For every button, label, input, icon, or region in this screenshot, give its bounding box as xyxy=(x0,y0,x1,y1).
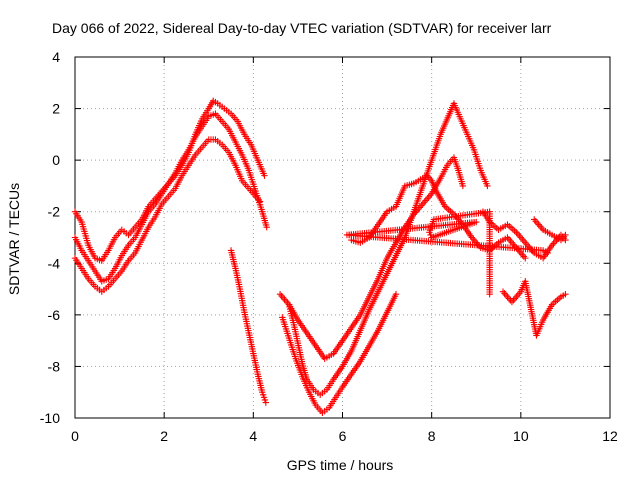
x-tick-label: 10 xyxy=(513,428,529,444)
y-tick-label: -4 xyxy=(48,255,61,271)
x-tick-label: 0 xyxy=(71,428,79,444)
y-tick-label: -2 xyxy=(48,204,61,220)
series xyxy=(479,208,569,262)
y-tick-label: -6 xyxy=(48,307,61,323)
data-point xyxy=(484,182,491,190)
data-series xyxy=(71,97,569,417)
y-tick-labels: -10 -8 -6 -4 -2 0 2 4 xyxy=(40,49,60,426)
data-point xyxy=(256,198,264,205)
data-point xyxy=(522,254,529,262)
data-point xyxy=(392,291,400,298)
y-tick-label: 2 xyxy=(52,101,60,117)
x-tick-labels: 0 2 4 6 8 10 12 xyxy=(71,428,618,444)
y-tick-label: 0 xyxy=(52,152,60,168)
x-tick-label: 8 xyxy=(428,428,436,444)
data-point xyxy=(261,172,268,179)
x-tick-label: 4 xyxy=(249,428,257,444)
y-axis-label: SDTVAR / TECUs xyxy=(6,183,22,295)
y-tick-label: 4 xyxy=(52,49,60,65)
data-point xyxy=(459,182,467,190)
data-point xyxy=(544,249,551,257)
series xyxy=(343,208,551,298)
x-tick-label: 6 xyxy=(339,428,347,444)
series xyxy=(276,154,467,362)
x-tick-label: 12 xyxy=(602,428,618,444)
series xyxy=(279,291,400,417)
data-point xyxy=(562,291,569,298)
x-axis-label: GPS time / hours xyxy=(287,457,394,473)
y-tick-label: -10 xyxy=(40,410,60,426)
series xyxy=(499,278,569,339)
data-point xyxy=(263,223,270,231)
x-tick-label: 2 xyxy=(160,428,168,444)
chart-title: Day 066 of 2022, Sidereal Day-to-day VTE… xyxy=(52,20,552,36)
data-point xyxy=(562,231,569,239)
data-point xyxy=(262,399,270,406)
series xyxy=(285,100,491,398)
series xyxy=(71,136,264,295)
y-tick-label: -8 xyxy=(48,358,61,374)
series xyxy=(531,216,569,244)
series xyxy=(227,247,270,406)
